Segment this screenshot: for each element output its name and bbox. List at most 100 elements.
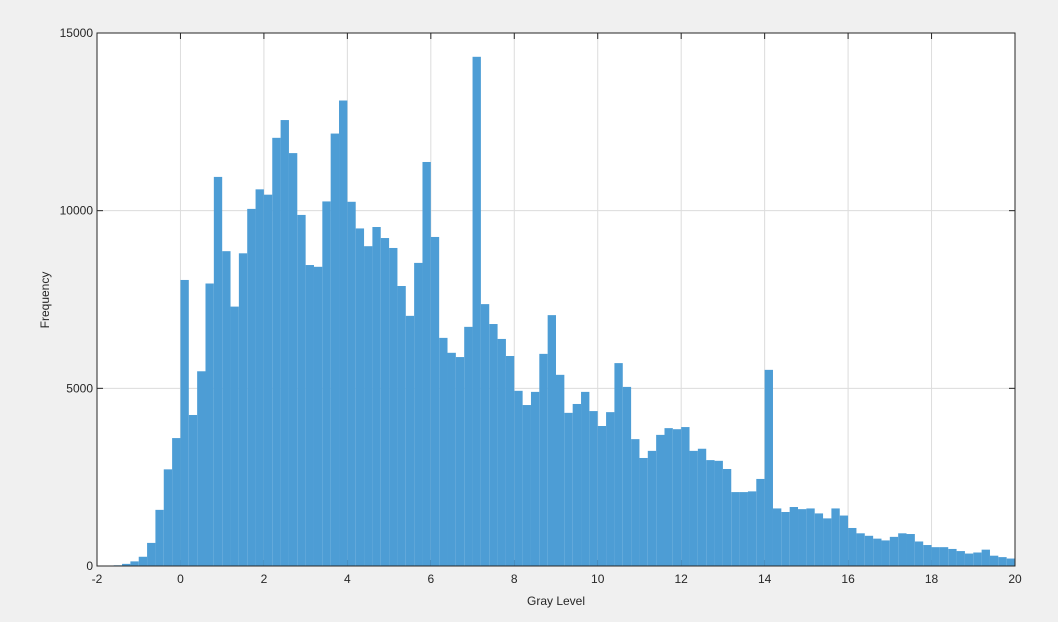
bar bbox=[864, 535, 874, 566]
y-tick-label: 15000 bbox=[60, 26, 94, 40]
bar bbox=[464, 326, 473, 566]
bar bbox=[589, 411, 598, 566]
bar bbox=[280, 120, 289, 566]
bar bbox=[205, 283, 214, 566]
bar bbox=[956, 551, 965, 566]
bar bbox=[380, 238, 390, 566]
bar bbox=[898, 533, 907, 566]
bar bbox=[230, 306, 239, 566]
bar bbox=[414, 262, 423, 566]
bar bbox=[489, 324, 498, 566]
bar bbox=[597, 425, 607, 566]
bar bbox=[297, 214, 306, 566]
bar bbox=[681, 427, 690, 566]
bar bbox=[405, 315, 415, 566]
bar bbox=[581, 391, 590, 566]
y-axis-label: Frequency bbox=[38, 272, 52, 329]
bar bbox=[397, 285, 406, 566]
bar bbox=[497, 338, 506, 566]
bar bbox=[155, 509, 164, 566]
bar bbox=[255, 189, 264, 566]
bar bbox=[288, 153, 298, 566]
bar bbox=[806, 508, 815, 566]
bar bbox=[163, 469, 173, 566]
bar bbox=[172, 438, 181, 566]
bar bbox=[964, 553, 974, 566]
bar bbox=[931, 547, 940, 566]
bar bbox=[948, 548, 957, 566]
bar bbox=[823, 518, 832, 566]
bar bbox=[347, 201, 356, 567]
bar bbox=[814, 513, 824, 566]
bar bbox=[848, 527, 857, 566]
bar bbox=[656, 434, 665, 566]
bar bbox=[313, 266, 323, 566]
bar bbox=[647, 450, 657, 566]
x-tick-label: -2 bbox=[92, 572, 103, 586]
bar bbox=[564, 412, 573, 566]
bar bbox=[472, 56, 481, 566]
bar bbox=[430, 236, 440, 566]
bar bbox=[522, 405, 531, 566]
bar bbox=[422, 161, 431, 566]
bar bbox=[856, 533, 865, 566]
bar bbox=[981, 549, 990, 566]
x-tick-label: 8 bbox=[511, 572, 518, 586]
x-tick-label: 2 bbox=[261, 572, 268, 586]
bar bbox=[447, 352, 456, 566]
bar bbox=[355, 228, 365, 566]
bar bbox=[639, 457, 648, 566]
y-tick-label: 0 bbox=[86, 559, 93, 573]
bar bbox=[389, 247, 398, 566]
bar bbox=[572, 403, 582, 566]
bar bbox=[631, 439, 640, 566]
x-tick-label: 0 bbox=[177, 572, 184, 586]
bar bbox=[330, 133, 340, 566]
bar bbox=[781, 511, 790, 566]
bar bbox=[122, 563, 131, 566]
bar bbox=[272, 137, 281, 566]
x-tick-label: 6 bbox=[427, 572, 434, 586]
bar bbox=[539, 353, 548, 566]
bar bbox=[939, 547, 949, 566]
bar bbox=[222, 251, 231, 566]
bar bbox=[439, 337, 448, 566]
bar bbox=[606, 412, 615, 566]
bar bbox=[989, 555, 999, 566]
bar bbox=[505, 355, 515, 566]
bar bbox=[372, 227, 381, 566]
bar bbox=[722, 468, 732, 566]
bar bbox=[998, 557, 1007, 566]
bar bbox=[697, 448, 707, 566]
bar bbox=[689, 450, 698, 566]
y-tick-label: 10000 bbox=[60, 204, 94, 218]
bar bbox=[739, 492, 748, 566]
bar bbox=[747, 491, 757, 566]
axes-box bbox=[96, 32, 1016, 567]
bar bbox=[305, 265, 314, 566]
x-tick-label: 18 bbox=[925, 572, 939, 586]
bar bbox=[731, 492, 740, 566]
bar bbox=[130, 561, 139, 566]
bar bbox=[322, 201, 331, 567]
x-tick-label: 12 bbox=[675, 572, 689, 586]
bar bbox=[180, 279, 189, 566]
bar bbox=[247, 208, 256, 566]
bar bbox=[789, 507, 799, 566]
bar bbox=[831, 508, 840, 566]
y-tick-label: 5000 bbox=[66, 381, 93, 395]
bar bbox=[906, 534, 915, 566]
bar bbox=[1006, 558, 1015, 566]
bar bbox=[364, 246, 373, 566]
x-tick-label: 20 bbox=[1008, 572, 1022, 586]
bar bbox=[263, 194, 273, 566]
bar bbox=[339, 100, 348, 566]
bar bbox=[455, 357, 465, 566]
bar bbox=[530, 391, 540, 566]
bar bbox=[147, 542, 156, 566]
bar bbox=[514, 390, 523, 566]
bar bbox=[881, 540, 890, 566]
x-tick-label: 14 bbox=[758, 572, 772, 586]
bar bbox=[873, 538, 882, 566]
